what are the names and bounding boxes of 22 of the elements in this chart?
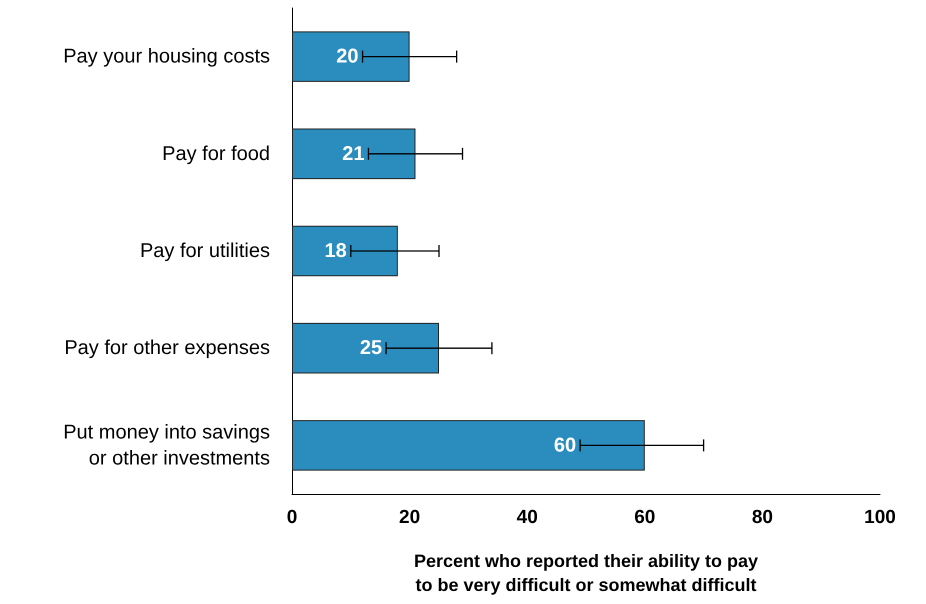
y-tick-label: Pay for food xyxy=(162,142,270,165)
data-label: 20 xyxy=(336,46,359,68)
bar xyxy=(292,31,410,82)
x-tick-label: 80 xyxy=(752,507,773,528)
data-label: 60 xyxy=(554,434,576,456)
y-tick-label: Pay for utilities xyxy=(140,240,270,262)
bar xyxy=(292,128,416,180)
bar xyxy=(292,322,439,374)
bar xyxy=(292,420,645,471)
x-tick-label: 20 xyxy=(399,507,420,528)
x-tick-label: 100 xyxy=(864,507,896,528)
x-tick-label: 60 xyxy=(634,507,656,528)
x-axis-title: Percent who reported their ability to pay to be very difficult or somewhat difficult xyxy=(414,551,758,595)
data-label: 25 xyxy=(360,337,382,360)
bar xyxy=(292,226,398,276)
data-label: 21 xyxy=(342,142,364,165)
y-tick-label: Put money into savings or other investments xyxy=(63,421,270,470)
x-tick-label: 40 xyxy=(516,507,538,528)
y-tick-label: Pay your housing costs xyxy=(63,46,270,68)
x-tick-label: 0 xyxy=(286,507,298,528)
y-tick-label: Pay for other expenses xyxy=(64,337,270,360)
data-label: 18 xyxy=(324,240,347,262)
